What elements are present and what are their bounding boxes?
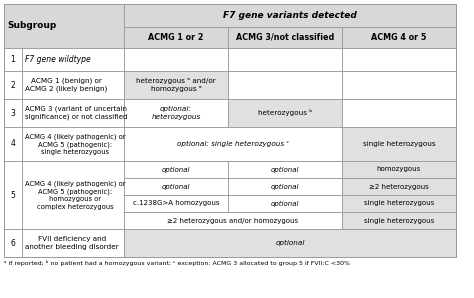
Text: single heterozygous: single heterozygous: [364, 201, 434, 207]
Bar: [22, 161, 124, 229]
Bar: [4, 127, 22, 161]
Text: 1: 1: [10, 55, 15, 64]
Bar: [22, 127, 124, 161]
Bar: [124, 4, 456, 27]
Text: 6: 6: [10, 238, 16, 248]
Text: Subgroup: Subgroup: [7, 21, 56, 30]
Bar: [4, 71, 22, 99]
Text: optional:
heterozygous: optional: heterozygous: [151, 106, 201, 120]
Bar: [228, 48, 342, 71]
Bar: [4, 4, 456, 257]
Bar: [4, 48, 22, 71]
Text: 3: 3: [10, 108, 16, 117]
Text: optional: optional: [271, 184, 299, 190]
Text: optional: optional: [271, 201, 299, 207]
Bar: [342, 178, 456, 195]
Text: ᵃ if reported; ᵇ no patient had a homozygous variant; ᶜ exception: ACMG 3 alloca: ᵃ if reported; ᵇ no patient had a homozy…: [4, 260, 350, 266]
Text: ACMG 1 or 2: ACMG 1 or 2: [148, 33, 204, 42]
Text: ACMG 4 or 5: ACMG 4 or 5: [371, 33, 427, 42]
Text: ACMG 4 (likely pathogenic) or
ACMG 5 (pathogenic):
single heterozygous: ACMG 4 (likely pathogenic) or ACMG 5 (pa…: [25, 133, 126, 155]
Text: c.1238G>A homozygous: c.1238G>A homozygous: [133, 201, 219, 207]
Text: optional: optional: [271, 167, 299, 173]
Bar: [228, 99, 342, 127]
Bar: [124, 48, 228, 71]
Bar: [22, 229, 124, 257]
Text: single heterozygous: single heterozygous: [363, 141, 435, 147]
Text: F7 gene wildtype: F7 gene wildtype: [25, 55, 91, 64]
Text: FVII deficiency and
another bleeding disorder: FVII deficiency and another bleeding dis…: [25, 236, 119, 250]
Text: homozygous: homozygous: [377, 167, 421, 173]
Bar: [4, 4, 124, 48]
Bar: [124, 212, 342, 229]
Bar: [342, 27, 456, 48]
Bar: [22, 99, 124, 127]
Bar: [22, 71, 124, 99]
Text: 4: 4: [10, 139, 16, 148]
Text: 5: 5: [10, 190, 16, 199]
Text: optional: optional: [162, 184, 190, 190]
Text: heterozygous ᵃ and/or
homozygous ᵃ: heterozygous ᵃ and/or homozygous ᵃ: [136, 78, 216, 92]
Bar: [124, 99, 228, 127]
Bar: [124, 27, 228, 48]
Text: ACMG 1 (benign) or
ACMG 2 (likely benign): ACMG 1 (benign) or ACMG 2 (likely benign…: [25, 78, 107, 92]
Text: optional: optional: [162, 167, 190, 173]
Text: 2: 2: [10, 80, 15, 89]
Bar: [228, 178, 342, 195]
Bar: [124, 161, 228, 178]
Bar: [124, 127, 342, 161]
Bar: [342, 212, 456, 229]
Bar: [124, 195, 228, 212]
Text: optional: optional: [275, 240, 305, 246]
Bar: [124, 229, 456, 257]
Bar: [228, 27, 342, 48]
Bar: [228, 161, 342, 178]
Text: ≥2 heterozygous: ≥2 heterozygous: [369, 184, 429, 190]
Text: single heterozygous: single heterozygous: [364, 218, 434, 224]
Bar: [124, 178, 228, 195]
Bar: [342, 48, 456, 71]
Bar: [342, 71, 456, 99]
Bar: [4, 161, 22, 229]
Bar: [342, 195, 456, 212]
Text: ≥2 heterozygous and/or homozygous: ≥2 heterozygous and/or homozygous: [167, 218, 299, 224]
Bar: [4, 99, 22, 127]
Text: ACMG 3 (variant of uncertain
significance) or not classified: ACMG 3 (variant of uncertain significanc…: [25, 106, 128, 120]
Text: heterozygous ᵇ: heterozygous ᵇ: [258, 109, 312, 117]
Text: ACMG 4 (likely pathogenic) or
ACMG 5 (pathogenic):
homozygous or
complex heteroz: ACMG 4 (likely pathogenic) or ACMG 5 (pa…: [25, 180, 126, 210]
Text: optional: single heterozygous ᶜ: optional: single heterozygous ᶜ: [177, 141, 289, 147]
Bar: [22, 48, 124, 71]
Bar: [228, 71, 342, 99]
Text: ACMG 3/not classified: ACMG 3/not classified: [236, 33, 334, 42]
Bar: [228, 195, 342, 212]
Bar: [342, 127, 456, 161]
Text: F7 gene variants detected: F7 gene variants detected: [223, 11, 357, 20]
Bar: [342, 161, 456, 178]
Bar: [4, 229, 22, 257]
Bar: [124, 71, 228, 99]
Bar: [342, 99, 456, 127]
